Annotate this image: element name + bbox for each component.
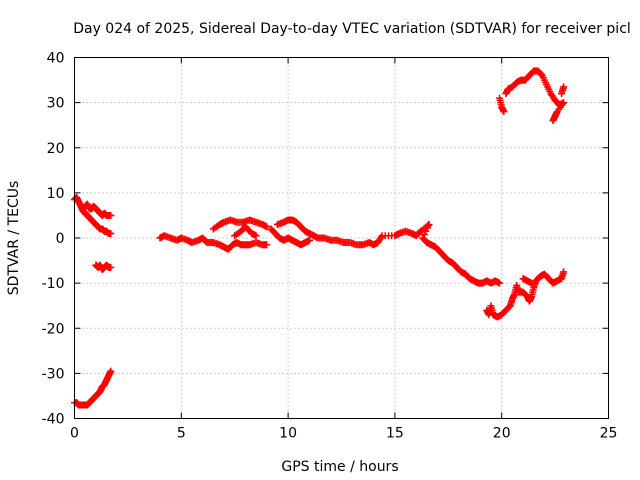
data-point: [500, 108, 508, 116]
data-point: [252, 232, 260, 240]
y-tick-label: -30: [42, 366, 65, 382]
y-tick-label: 10: [47, 186, 65, 202]
x-axis-label: GPS time / hours: [281, 459, 398, 475]
series-midday: [156, 216, 504, 287]
data-point: [107, 211, 115, 219]
data-point: [107, 229, 115, 237]
y-tick-label: -20: [42, 321, 65, 337]
series-late-high: [496, 67, 568, 125]
y-tick-label: 40: [47, 51, 65, 67]
data-points: [71, 67, 568, 409]
data-point: [107, 367, 115, 375]
series-early-positive: [71, 193, 115, 237]
y-tick-label: -40: [42, 412, 65, 428]
plot-frame: [74, 57, 609, 419]
data-point: [549, 117, 557, 125]
x-tick-label: 15: [386, 426, 404, 442]
y-axis-label: SDTVAR / TECUs: [6, 181, 22, 296]
series-early-negative: [71, 367, 115, 409]
data-point: [107, 263, 115, 271]
y-tick-label: 30: [47, 96, 65, 112]
data-point: [560, 83, 568, 91]
data-point: [305, 236, 313, 244]
data-point: [263, 241, 271, 249]
data-point: [263, 223, 271, 231]
axis-ticks: 0 5 10 15 20 25 -40 -30 -20 -10 0 10 20 30 40: [42, 51, 618, 442]
x-tick-label: 5: [177, 426, 186, 442]
series-early-mid: [92, 261, 115, 274]
x-tick-label: 10: [279, 426, 297, 442]
y-tick-label: 0: [56, 231, 65, 247]
chart-title: Day 024 of 2025, Sidereal Day-to-day VTE…: [73, 21, 631, 37]
x-tick-label: 0: [70, 426, 79, 442]
data-point: [528, 279, 536, 287]
series-late-low: [483, 268, 568, 321]
x-tick-label: 20: [493, 426, 511, 442]
y-tick-label: -10: [42, 276, 65, 292]
y-tick-label: 20: [47, 141, 65, 157]
grid-lines: [74, 57, 609, 419]
data-point: [560, 268, 568, 276]
x-tick-label: 25: [600, 426, 618, 442]
data-point: [496, 279, 504, 287]
